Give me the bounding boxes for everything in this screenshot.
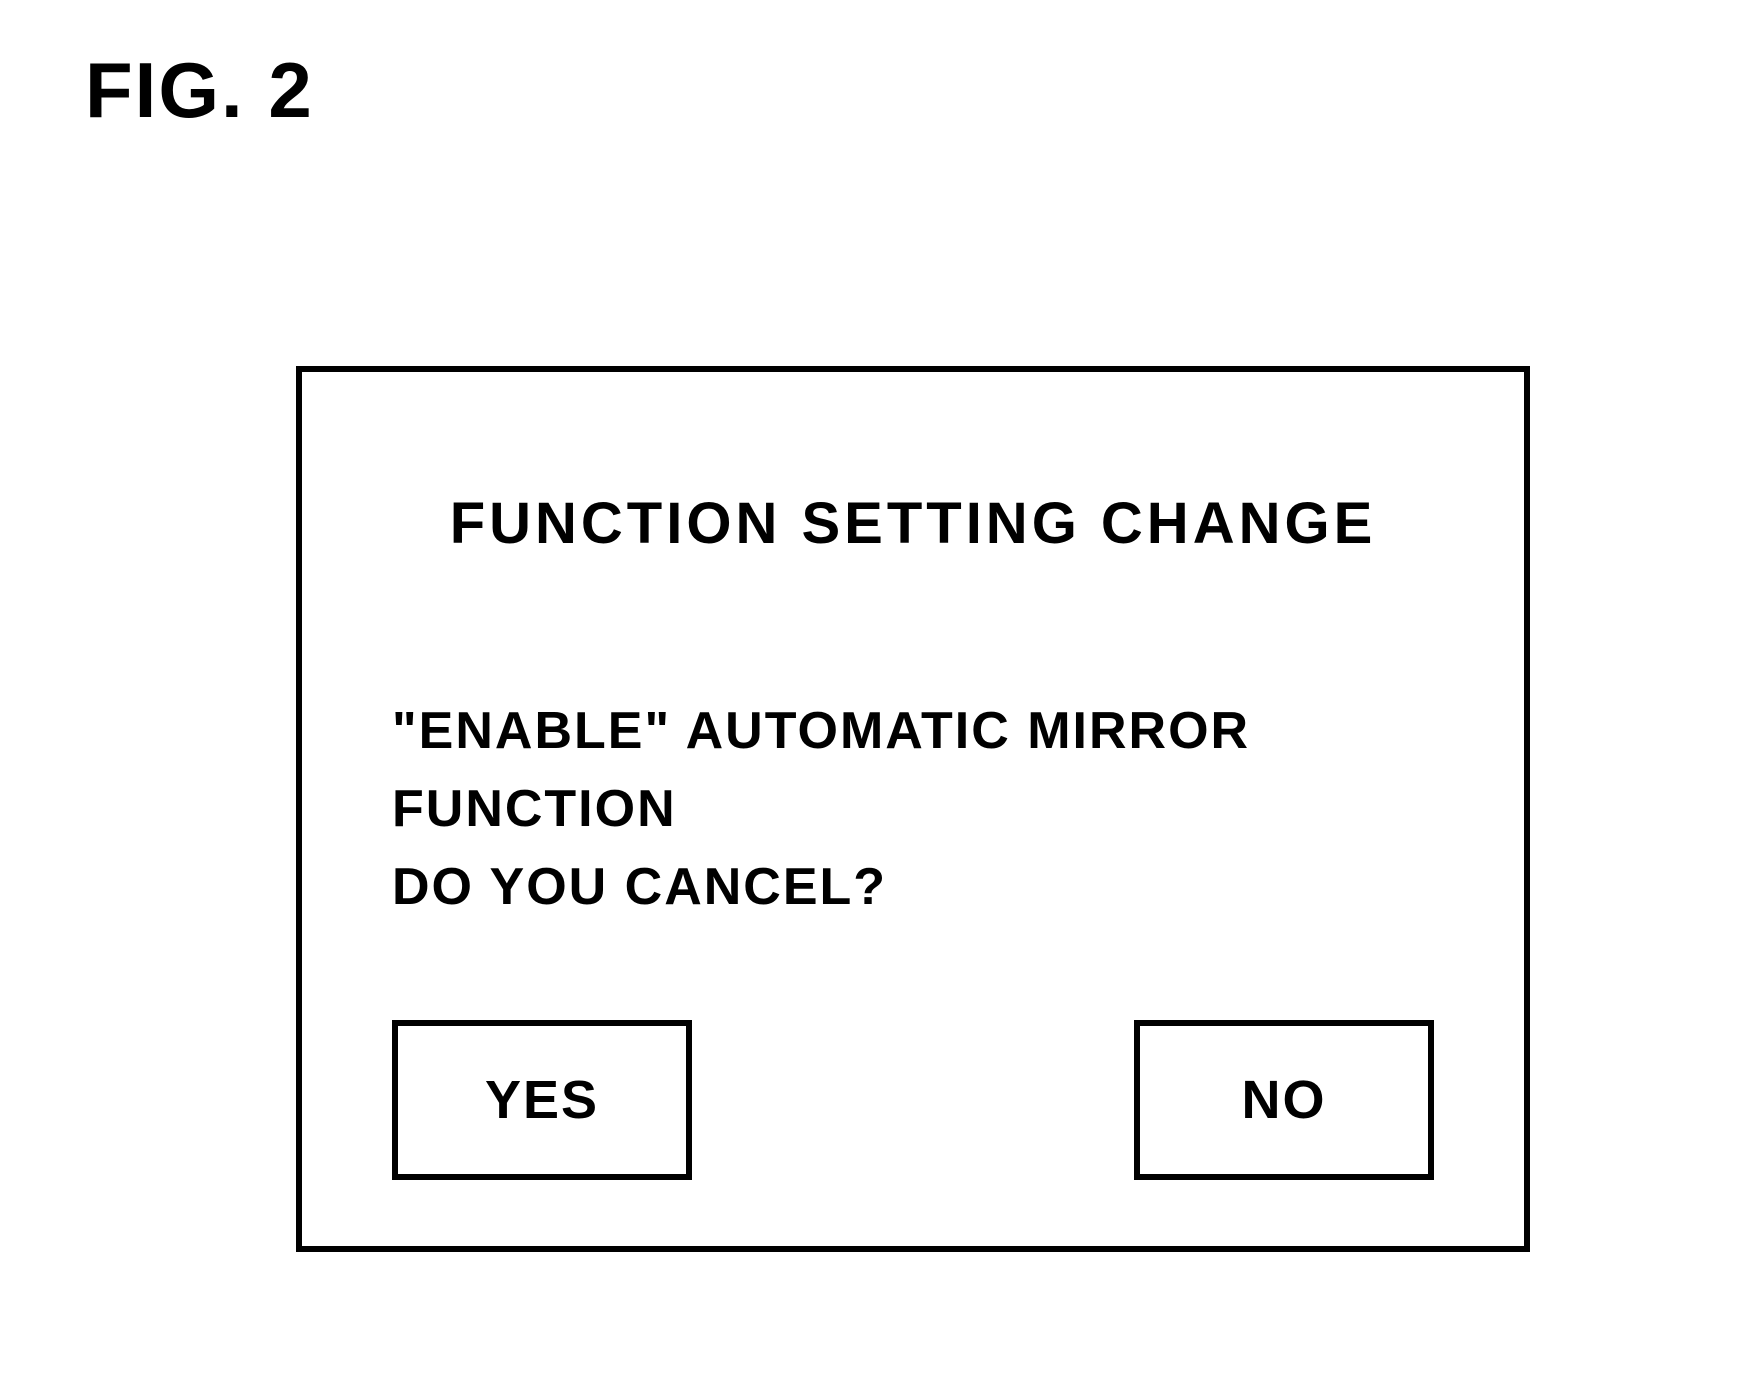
dialog-message: "ENABLE" AUTOMATIC MIRROR FUNCTION DO YO… (392, 692, 1524, 926)
dialog-title: FUNCTION SETTING CHANGE (302, 490, 1524, 557)
yes-button[interactable]: YES (392, 1020, 692, 1180)
no-button[interactable]: NO (1134, 1020, 1434, 1180)
figure-label: FIG. 2 (85, 45, 314, 136)
dialog-box: FUNCTION SETTING CHANGE "ENABLE" AUTOMAT… (296, 366, 1530, 1252)
button-row: YES NO (392, 1020, 1434, 1180)
